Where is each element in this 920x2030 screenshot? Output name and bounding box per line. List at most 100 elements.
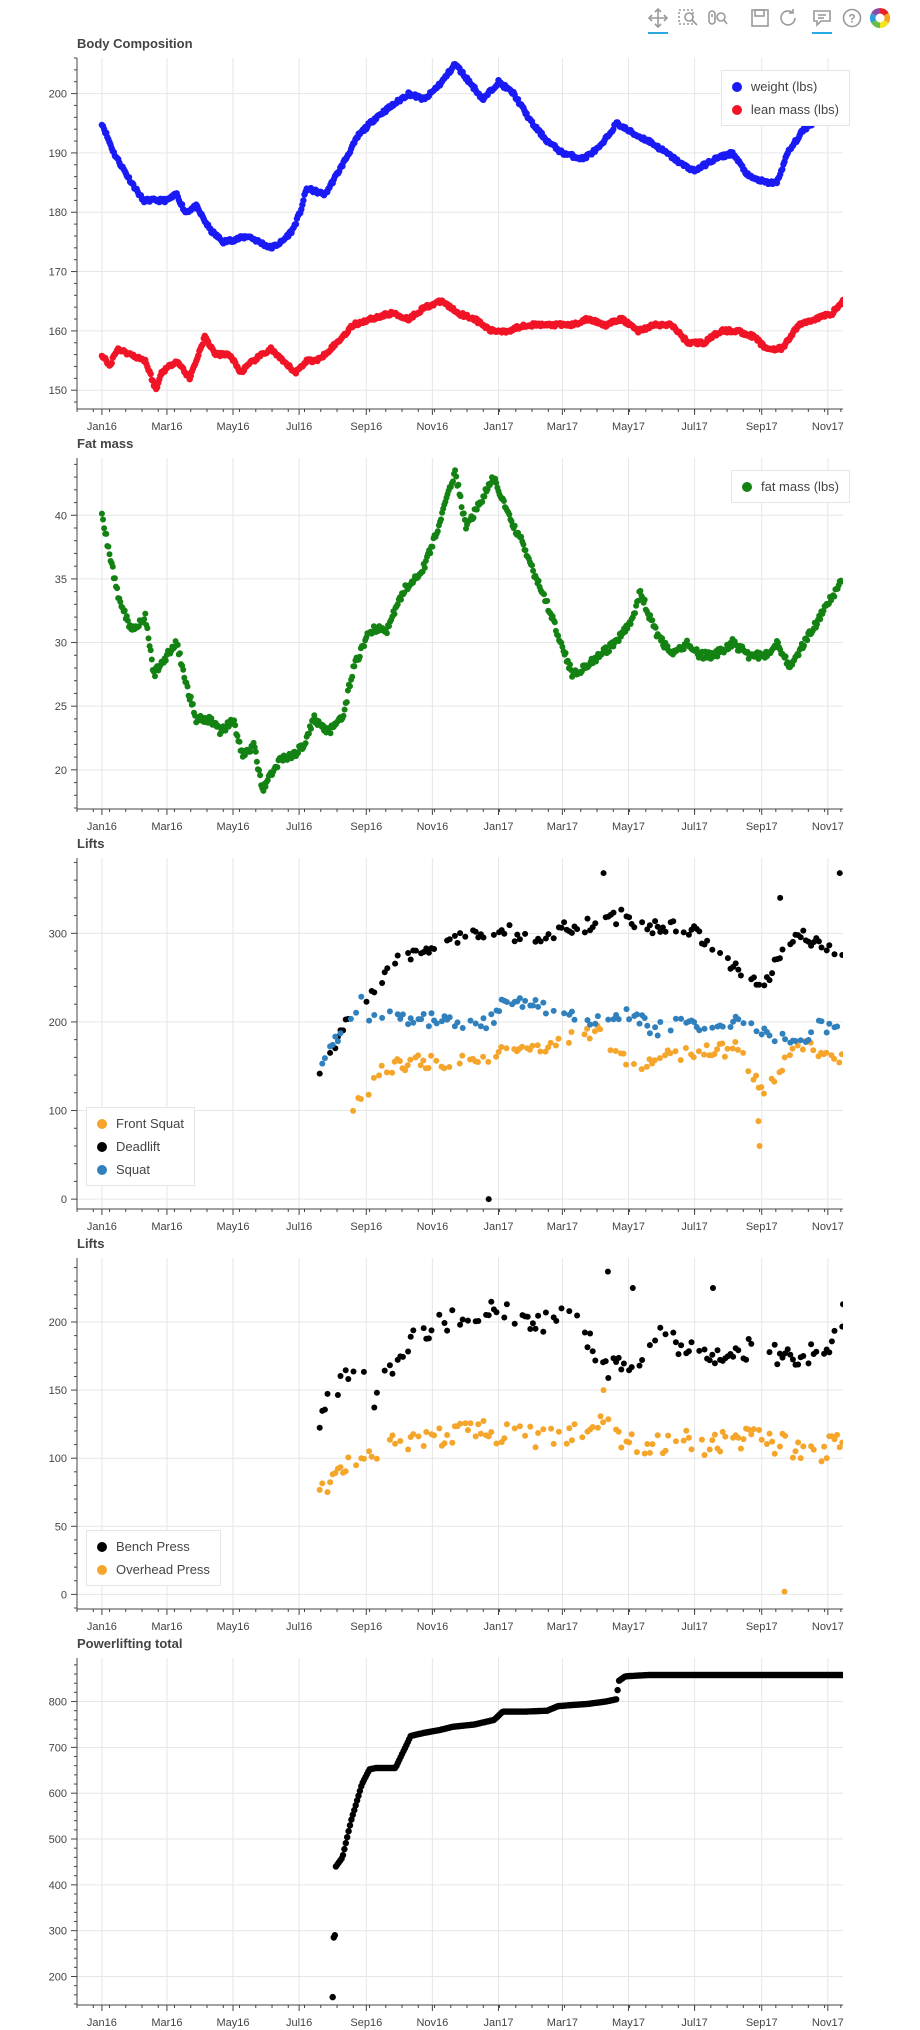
legend-item-weight[interactable]: weight (lbs) — [731, 75, 839, 98]
x-tick-label: Jan17 — [483, 821, 513, 833]
y-tick-label: 200 — [49, 1972, 67, 1984]
legend-swatch — [97, 1164, 107, 1175]
data-point — [555, 1428, 562, 1435]
data-point — [391, 611, 398, 617]
data-point — [329, 1993, 336, 2001]
legend-item-overhead-press[interactable]: Overhead Press — [97, 1558, 210, 1581]
data-point — [717, 950, 724, 956]
data-point — [457, 1420, 464, 1427]
pan-icon[interactable] — [646, 6, 670, 34]
legend-item-deadlift[interactable]: Deadlift — [97, 1135, 184, 1158]
data-point — [123, 613, 130, 620]
data-point — [353, 1009, 360, 1016]
data-point — [831, 1055, 838, 1062]
data-point — [342, 1839, 349, 1847]
legend-item-bench-press[interactable]: Bench Press — [97, 1535, 210, 1558]
data-point — [761, 982, 768, 989]
data-point — [488, 1011, 495, 1018]
x-tick-label: Sep16 — [350, 821, 382, 833]
data-point — [253, 758, 260, 765]
data-point — [148, 656, 155, 663]
data-point — [789, 938, 796, 945]
legend-item-lean-mass[interactable]: lean mass (lbs) — [731, 98, 839, 121]
data-point — [434, 528, 441, 535]
data-point — [454, 1019, 461, 1026]
x-tick-label: Jul17 — [681, 1221, 707, 1233]
legend-item-fat-mass[interactable]: fat mass (lbs) — [741, 475, 839, 498]
legend-swatch — [731, 81, 742, 92]
x-tick-label: Mar16 — [151, 2017, 182, 2029]
hover-icon[interactable] — [810, 6, 834, 34]
data-point — [649, 930, 656, 937]
reset-icon[interactable] — [776, 6, 800, 30]
data-point — [357, 1096, 364, 1102]
y-tick-label: 300 — [49, 928, 67, 940]
data-point — [501, 930, 508, 937]
data-point — [774, 1361, 781, 1368]
data-point — [730, 1018, 737, 1025]
data-point — [605, 1016, 612, 1023]
data-point — [717, 1448, 724, 1455]
data-point — [706, 1446, 713, 1453]
x-tick-label: Mar17 — [547, 2017, 578, 2029]
x-tick-label: Nov17 — [812, 821, 844, 833]
data-point — [506, 511, 513, 518]
data-point — [535, 1430, 542, 1436]
data-point — [345, 1376, 352, 1382]
y-tick-label: 100 — [49, 1106, 67, 1118]
data-point — [431, 946, 438, 952]
data-point — [457, 493, 464, 500]
fat-mass-plot: Fat mass 20 25 30 35 40 Jan16 Mar16 May16 Jul16 S… — [0, 436, 920, 836]
data-point — [474, 1059, 481, 1065]
data-point — [353, 1462, 360, 1469]
save-icon[interactable] — [748, 6, 772, 30]
data-point — [667, 1027, 674, 1034]
legend-label: Deadlift — [116, 1139, 161, 1154]
data-point — [734, 1046, 741, 1053]
data-point — [820, 607, 827, 614]
y-tick-label: 0 — [61, 1194, 67, 1206]
data-point — [672, 1048, 679, 1055]
data-point — [425, 949, 432, 956]
help-icon[interactable]: ? — [840, 6, 864, 30]
legend-item-front-squat[interactable]: Front Squat — [97, 1112, 184, 1135]
fat-mass-chart: 20 25 30 35 40 Jan16 Mar16 May16 Jul16 Sep16 Nov16… — [55, 458, 844, 833]
x-tick-label: Sep17 — [746, 1221, 778, 1233]
data-point — [745, 1426, 752, 1433]
data-point — [105, 543, 112, 550]
data-point — [777, 894, 784, 901]
legend-swatch — [97, 1541, 107, 1552]
data-point — [839, 1439, 843, 1446]
data-point — [613, 1696, 620, 1703]
data-point — [111, 575, 118, 582]
bokeh-logo-icon[interactable] — [868, 6, 892, 30]
data-point — [386, 623, 392, 630]
data-point — [750, 1426, 757, 1433]
data-point — [529, 1002, 536, 1009]
data-point — [457, 1321, 464, 1328]
data-point — [529, 562, 535, 569]
data-point — [592, 1357, 599, 1364]
data-point — [428, 1052, 435, 1059]
data-point — [638, 1066, 645, 1073]
data-point — [117, 598, 124, 605]
data-point — [740, 1436, 747, 1443]
series-lean — [98, 296, 843, 393]
data-point — [477, 1023, 484, 1030]
data-point — [810, 1446, 817, 1453]
data-point — [836, 1444, 843, 1451]
legend-swatch — [741, 481, 752, 492]
legend-label: lean mass (lbs) — [750, 102, 839, 117]
wheel-zoom-icon[interactable] — [706, 6, 730, 30]
data-point — [766, 977, 773, 984]
data-point — [721, 1053, 728, 1060]
data-point — [647, 612, 654, 619]
data-point — [493, 1053, 500, 1060]
data-point — [646, 1056, 653, 1063]
data-point — [775, 639, 781, 646]
x-tick-label: Jul16 — [286, 1621, 312, 1633]
data-point — [436, 1425, 443, 1432]
data-point — [782, 653, 789, 660]
legend-item-squat[interactable]: Squat — [97, 1158, 184, 1181]
box-zoom-icon[interactable] — [676, 6, 700, 30]
